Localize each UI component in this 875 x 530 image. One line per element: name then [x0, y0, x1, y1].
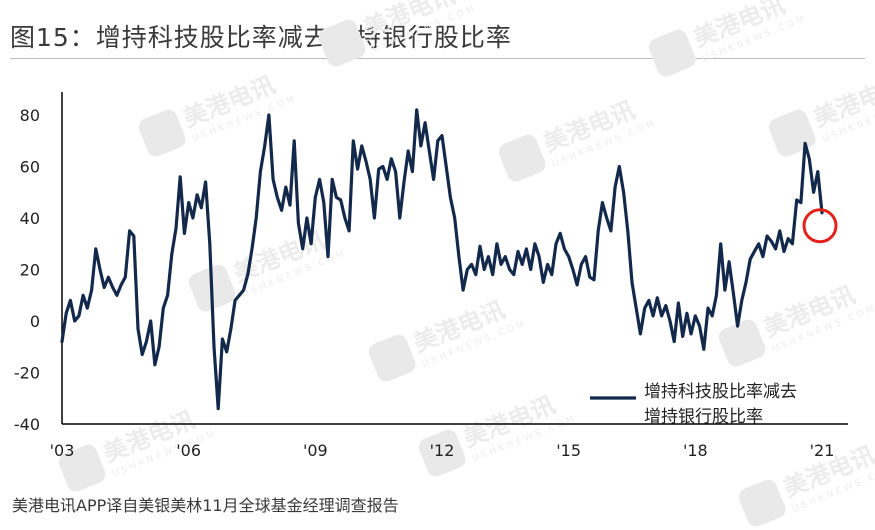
y-tick-label: 80: [20, 106, 40, 125]
x-tick-label: '12: [430, 441, 455, 460]
y-tick-label: -40: [14, 415, 40, 434]
watermark-logo: [138, 109, 186, 157]
watermark-logo: [768, 109, 816, 157]
x-tick-label: '09: [303, 441, 328, 460]
x-tick-label: '15: [556, 441, 581, 460]
x-tick-label: '03: [50, 441, 75, 460]
series-line: [60, 108, 824, 411]
chart-title: 图15：增持科技股比率减去增持银行股比率: [10, 23, 512, 52]
watermark-logo: [368, 334, 416, 382]
legend-label-line1: 增持科技股比率减去: [644, 382, 797, 402]
y-tick-label: 40: [20, 209, 40, 228]
watermark-logo: [318, 19, 366, 67]
highlight-circle: [802, 208, 838, 244]
watermark-logo: [718, 319, 766, 367]
legend-label-line2: 增持银行股比率: [644, 407, 763, 427]
chart-axes: 80 60 40 20 0 -20 -40 '03 '06 '09 '12 '15 '18 '21: [14, 92, 848, 460]
watermark-logo: [498, 134, 546, 182]
x-tick-label: '06: [176, 441, 201, 460]
source-footer: 美港电讯APP译自美银美林11月全球基金经理调查报告: [12, 496, 399, 515]
y-tick-label: 20: [20, 261, 40, 280]
plot-area: [60, 108, 838, 411]
watermark-logo: [58, 444, 106, 492]
watermark-logo: [648, 29, 696, 77]
watermark-logo: [418, 429, 466, 477]
y-tick-label: 0: [30, 312, 40, 331]
watermark-logo: [738, 479, 786, 527]
y-tick-label: 60: [20, 158, 40, 177]
x-tick-label: '18: [683, 441, 708, 460]
title-divider: [10, 58, 865, 59]
y-tick-label: -20: [14, 364, 40, 383]
x-tick-label: '21: [810, 441, 835, 460]
